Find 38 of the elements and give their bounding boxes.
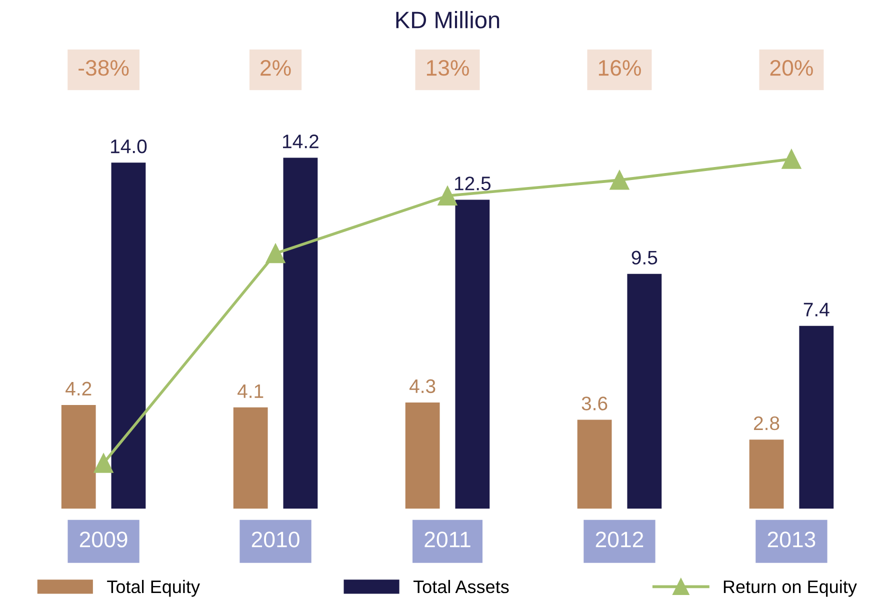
data-label: 9.5 — [632, 250, 658, 265]
bar — [577, 420, 612, 509]
bar — [799, 326, 834, 509]
data-label: 20% — [770, 60, 813, 76]
bar — [111, 162, 146, 509]
bar — [283, 158, 318, 509]
legend-label: Total Assets — [413, 580, 509, 594]
point — [782, 149, 802, 169]
data-label: 14.0 — [111, 139, 147, 154]
point — [94, 453, 114, 473]
bar — [627, 274, 662, 509]
data-label: 4.1 — [238, 384, 264, 398]
x-tick-label: 2011 — [424, 532, 470, 548]
bar — [233, 407, 268, 509]
x-tick-label: 2013 — [768, 532, 816, 548]
chart-title: KD Million — [396, 11, 500, 28]
x-tick-label: 2010 — [252, 532, 300, 548]
bar — [61, 404, 96, 509]
legend-label: Return on Equity — [724, 580, 857, 597]
point — [610, 170, 630, 190]
x-tick-label: 2012 — [596, 532, 644, 548]
data-label: 16% — [598, 60, 641, 76]
data-label: 4.3 — [409, 379, 436, 394]
data-label: 13% — [426, 60, 469, 76]
data-label: 12.5 — [455, 176, 491, 190]
point — [266, 244, 286, 264]
bar — [749, 440, 784, 509]
data-label: 2% — [260, 60, 291, 76]
data-label: 14.2 — [283, 134, 318, 148]
data-label: 7.4 — [804, 302, 830, 316]
data-label: 3.6 — [582, 396, 608, 410]
data-label: 2.8 — [754, 416, 780, 430]
data-label: -38% — [78, 60, 129, 76]
legend-label: Total Equity — [107, 580, 200, 597]
x-tick-label: 2009 — [80, 532, 128, 548]
data-label: 4.2 — [66, 382, 92, 396]
bar — [455, 200, 490, 509]
bar — [405, 402, 440, 509]
